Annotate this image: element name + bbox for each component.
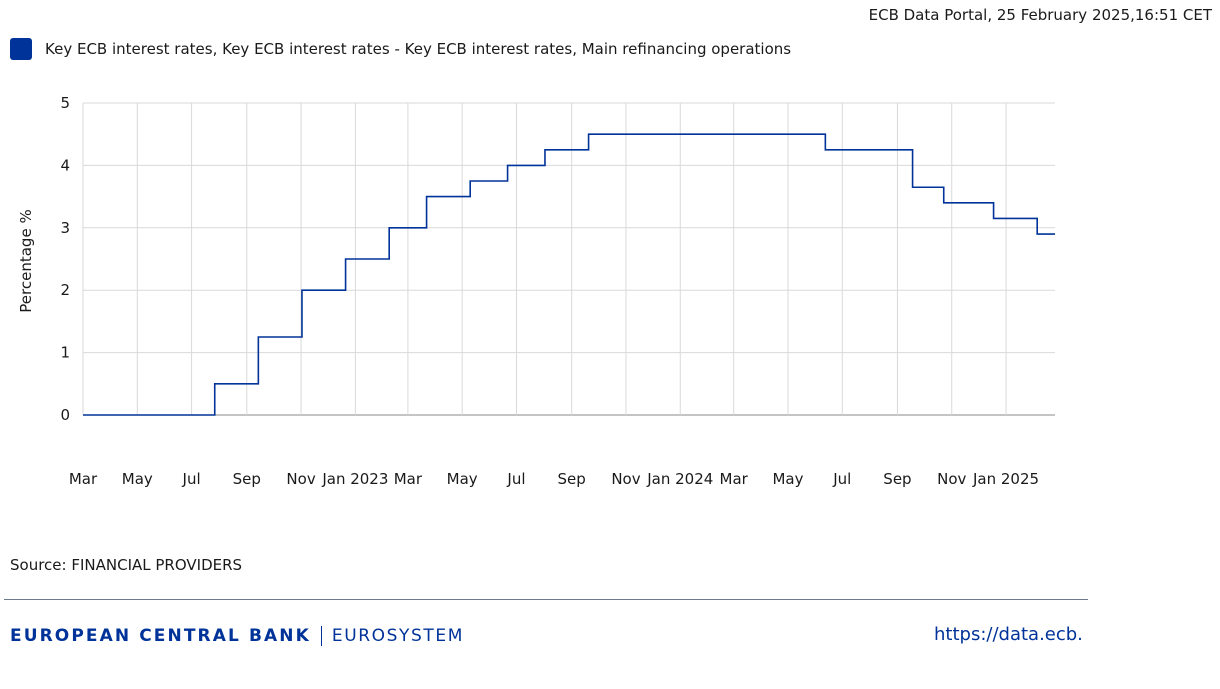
source-note: Source: FINANCIAL PROVIDERS [10,556,243,574]
data-portal-link[interactable]: https://data.ecb. [934,624,1083,645]
y-tick-label: 1 [60,344,70,362]
x-tick-label: Jul [832,470,851,488]
ecb-logo: EUROPEAN CENTRAL BANK EUROSYSTEM [10,626,464,646]
export-timestamp: ECB Data Portal, 25 February 2025,16:51 … [868,6,1212,24]
x-tick-label: Jul [182,470,201,488]
brand-divider [320,626,322,646]
series-line-main-refinancing-operations[interactable] [83,133,1055,416]
y-tick-label: 3 [60,219,70,237]
y-axis-title: Percentage % [17,209,35,312]
series-layer [83,133,1055,416]
x-tick-label: Jul [506,470,525,488]
grid-layer [82,102,1055,416]
y-axis: 0 1 2 3 4 5 [60,94,70,424]
footer-divider [4,599,1088,600]
x-tick-label: Jan 2025 [972,470,1039,488]
x-tick-label: May [447,470,478,488]
chart-legend[interactable]: Key ECB interest rates, Key ECB interest… [10,38,791,60]
brand-bank-name: EUROPEAN CENTRAL BANK [10,626,311,646]
x-tick-label: May [122,470,153,488]
x-tick-label: Jan 2023 [321,470,388,488]
x-tick-label: Sep [233,470,261,488]
y-tick-label: 0 [60,406,70,424]
x-tick-label: Nov [611,470,640,488]
y-tick-label: 2 [60,281,70,299]
rate-step-chart: 0 1 2 3 4 5 Mar May Jul Sep Nov Jan 2023 Mar May Jul S… [17,94,1055,488]
brand-eurosystem: EUROSYSTEM [331,626,465,646]
x-axis: Mar May Jul Sep Nov Jan 2023 Mar May Jul Sep Nov Ja… [69,470,1039,488]
x-tick-label: Jan 2024 [646,470,713,488]
y-tick-label: 5 [60,94,70,112]
x-tick-label: Mar [720,470,749,488]
legend-label-main-refinancing-operations: Key ECB interest rates, Key ECB interest… [45,40,792,58]
x-tick-label: Mar [69,470,98,488]
x-tick-label: Mar [394,470,423,488]
x-tick-label: Nov [286,470,315,488]
x-tick-label: May [772,470,803,488]
legend-swatch [10,38,32,60]
x-tick-label: Sep [883,470,911,488]
y-tick-label: 4 [60,156,70,174]
x-tick-label: Sep [558,470,586,488]
x-tick-label: Nov [937,470,966,488]
